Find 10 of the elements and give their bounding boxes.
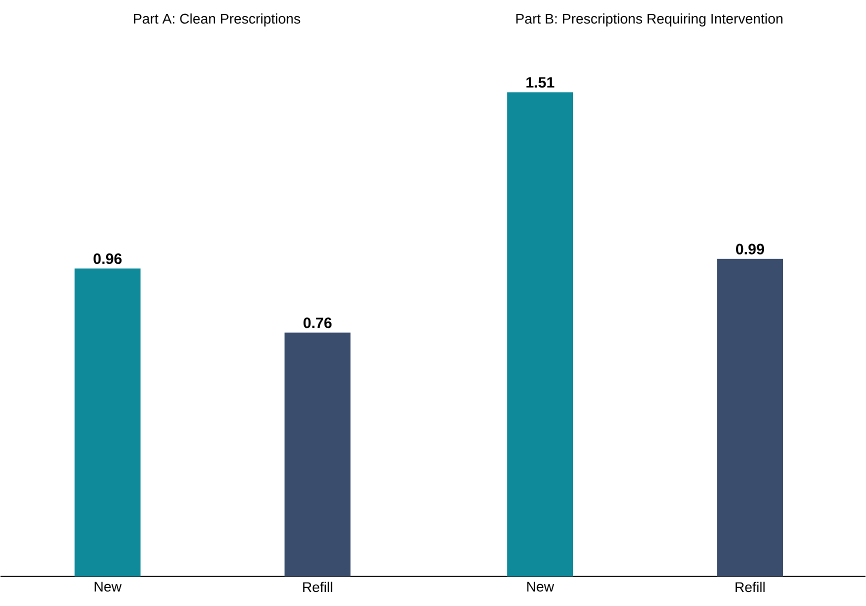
chart-title: Part B: Prescriptions Requiring Intervention — [516, 13, 782, 26]
chart-title: Part A: Clean Prescriptions — [134, 13, 300, 26]
data-label: 0.76 — [304, 317, 332, 328]
x-tick-label: Refill — [736, 582, 765, 592]
x-tick-label: Refill — [303, 582, 332, 592]
data-label: 0.96 — [94, 253, 122, 264]
x-tick-label: New — [527, 582, 554, 592]
x-tick-label: New — [94, 582, 122, 592]
data-label: 1.51 — [526, 77, 554, 88]
data-label: 0.99 — [736, 244, 764, 254]
